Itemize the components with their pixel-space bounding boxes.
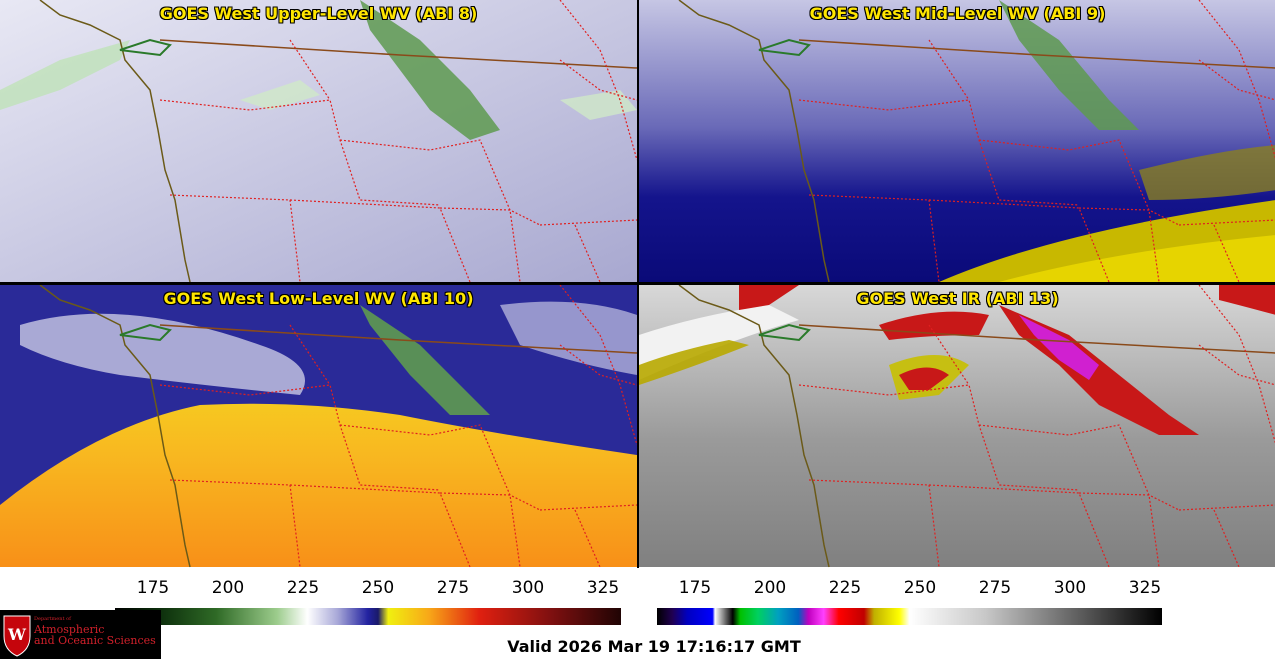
wv-tick-label: 225 [286,578,320,598]
state-border [159,384,441,491]
state-border [559,59,638,101]
wv-tick-label: 200 [211,578,245,598]
coastline [678,284,830,568]
panel-title: GOES West Upper-Level WV (ABI 8) [159,4,478,23]
panel-upper-level-wv: GOES West Upper-Level WV (ABI 8) [0,0,637,282]
international-border [159,39,638,69]
panel-title: GOES West Low-Level WV (ABI 10) [163,289,474,308]
wv-tick-label: 275 [436,578,470,598]
upper-level-wv-image [0,0,637,282]
wv-tick-label: 175 [136,578,170,598]
state-border [1213,224,1240,283]
logo-text: Department of Atmospheric and Oceanic Sc… [34,616,156,647]
state-border [559,0,638,161]
state-border [1198,284,1275,444]
state-border [559,344,638,386]
state-border [1198,0,1275,159]
uw-crest-icon: W [3,615,31,657]
state-border [574,509,601,568]
coastline [39,0,191,283]
coastline [678,0,830,283]
state-border [808,194,940,283]
wv-tick-label: 325 [586,578,620,598]
state-border [169,479,301,568]
state-border [539,219,638,226]
state-border [169,194,301,283]
wv-tick-label: 300 [511,578,545,598]
ir-tick-label: 250 [903,578,937,598]
ir-colorbar-gradient [657,608,1162,625]
state-border [289,484,471,568]
state-border [439,492,521,568]
state-border [289,324,331,386]
state-border [289,199,471,283]
panel-low-level-wv: GOES West Low-Level WV (ABI 10) [0,285,637,567]
state-border [439,207,521,283]
map-overlay [39,0,1275,568]
ir-tick-label: 200 [753,578,787,598]
state-border [339,424,541,511]
state-border [808,479,940,568]
state-border [1178,219,1275,226]
wv-colorbar [115,608,621,625]
ir-image [639,285,1275,567]
state-border [928,199,1110,283]
puget-sound [758,38,811,57]
puget-sound [119,38,172,57]
panel-border-lines [39,0,638,283]
state-border [928,484,1110,568]
state-border [159,99,441,206]
state-border [1178,504,1275,511]
wv-tick-label: 250 [361,578,395,598]
logo-dept-line: Department of [34,616,71,622]
panel-mid-level-wv: GOES West Mid-Level WV (ABI 9) [639,0,1275,282]
ir-tick-label: 275 [978,578,1012,598]
coastline [39,284,191,568]
state-border [339,139,541,226]
panel-title: GOES West Mid-Level WV (ABI 9) [809,4,1106,23]
panel-border-lines [678,0,1275,283]
wv-colorbar-gradient [115,608,621,625]
mid-level-wv-image [639,0,1275,282]
ir-colorbar [657,608,1162,625]
aos-logo: W Department of Atmospheric and Oceanic … [0,610,161,659]
state-border [539,504,638,511]
state-border [559,284,638,446]
valid-time: Valid 2026 Mar 19 17:16:17 GMT [507,637,801,656]
logo-line-2: and Oceanic Sciences [34,634,156,647]
panel-ir: GOES West IR (ABI 13) [639,285,1275,567]
state-borders [39,0,1275,568]
state-border [1198,59,1275,101]
state-border [1198,344,1275,386]
ir-tick-label: 325 [1128,578,1162,598]
state-border [798,99,1080,206]
panel-border-lines [39,284,638,568]
puget-sound [758,323,811,342]
state-border [798,384,1080,491]
state-border [928,324,970,386]
ir-tick-label: 175 [678,578,712,598]
international-border [798,39,1275,69]
panel-border-lines [678,284,1275,568]
logo-line-1: Atmospheric [34,623,105,636]
state-border [978,424,1180,511]
state-border [1213,509,1240,568]
international-border [798,324,1275,354]
ir-tick-label: 300 [1053,578,1087,598]
horizontal-divider [0,282,1275,285]
state-border [574,224,601,283]
state-border [1078,207,1160,283]
crest-letter: W [7,625,27,644]
state-border [289,39,331,101]
panel-title: GOES West IR (ABI 13) [856,289,1059,308]
state-border [928,39,970,101]
international-border [159,324,638,354]
state-border [978,139,1180,226]
ir-tick-label: 225 [828,578,862,598]
puget-sound [119,323,172,342]
state-border [1078,492,1160,568]
